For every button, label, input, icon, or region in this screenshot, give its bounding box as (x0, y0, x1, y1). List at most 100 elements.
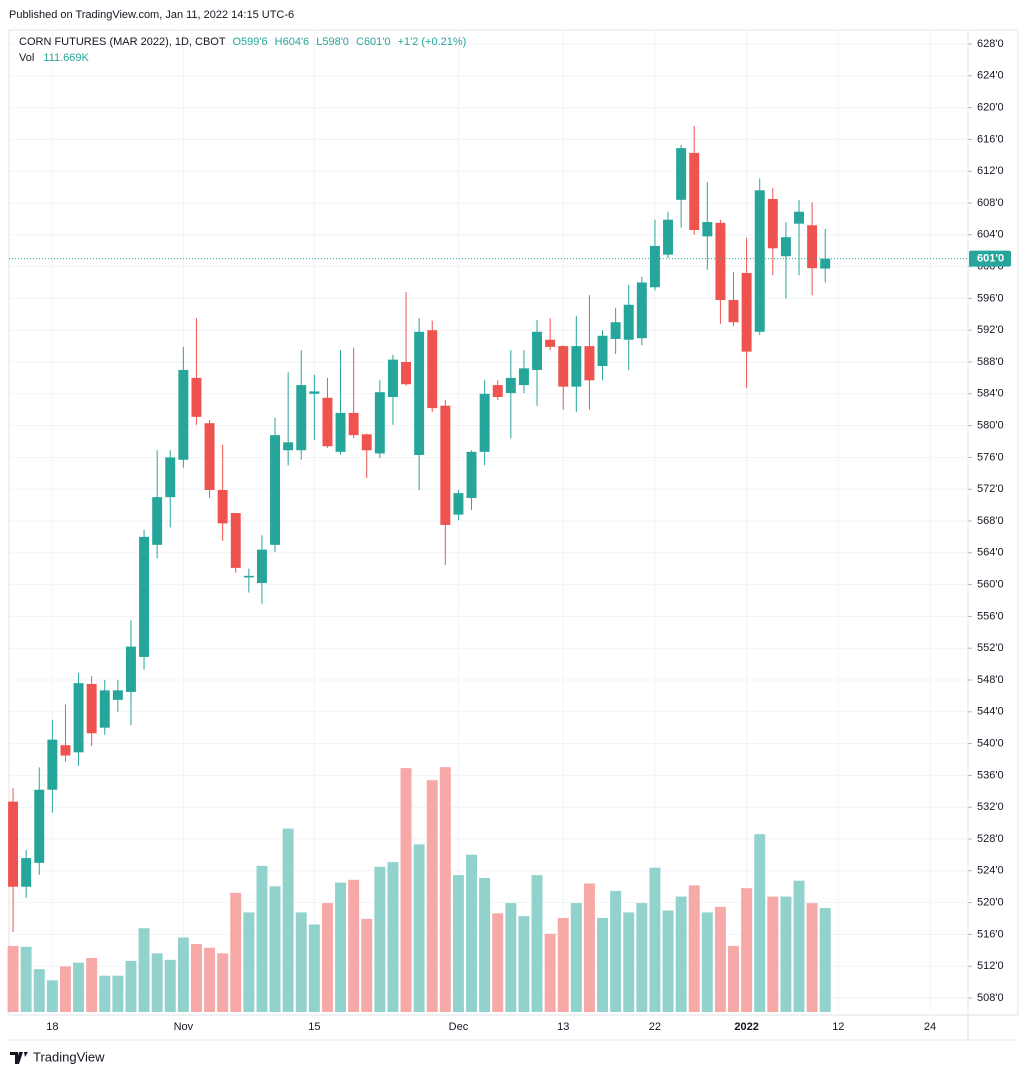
volume-bar (570, 903, 582, 1012)
volume-bar (217, 953, 229, 1012)
candle-body (139, 536, 150, 657)
candle-body (689, 152, 700, 231)
legend-change: +1'2 (+0.21%) (398, 36, 467, 48)
volume-bar (243, 912, 255, 1012)
legend-title: CORN FUTURES (MAR 2022), 1D, CBOT (19, 36, 226, 48)
y-tick-label: 616'0 (977, 133, 1004, 145)
y-tick-label: 624'0 (977, 70, 1004, 82)
volume-bar (675, 896, 687, 1012)
candle-body (649, 245, 660, 288)
candle-body (21, 858, 32, 887)
candle-body (754, 190, 765, 332)
candle-body (610, 322, 621, 339)
legend: CORN FUTURES (MAR 2022), 1D, CBOT O599'6… (19, 36, 466, 48)
candle-body (636, 282, 647, 339)
volume-bar (413, 844, 425, 1012)
chart-frame (8, 29, 1019, 1016)
volume-bar (190, 944, 202, 1012)
legend-close: C601'0 (356, 36, 391, 48)
y-tick-label: 596'0 (977, 292, 1004, 304)
volume-bar (295, 912, 307, 1012)
legend-open: O599'6 (232, 36, 267, 48)
y-tick-label: 560'0 (977, 579, 1004, 591)
y-tick-label: 520'0 (977, 897, 1004, 909)
candle-body (374, 392, 385, 454)
volume-bar (151, 953, 163, 1012)
candle-body (741, 272, 752, 352)
y-tick-label: 572'0 (977, 483, 1004, 495)
volume-bar (754, 834, 766, 1012)
candle-body (597, 335, 608, 366)
x-tick-label: 15 (308, 1021, 320, 1033)
volume-bar (387, 862, 399, 1012)
candle-body (794, 211, 804, 224)
volume-bar (177, 937, 189, 1012)
y-tick-label: 620'0 (977, 101, 1004, 113)
last-price-label: 601'0 (977, 253, 1004, 265)
candle-body (230, 513, 241, 568)
candle-body (152, 497, 163, 545)
candle-body (558, 346, 569, 387)
x-tick-label: 18 (46, 1021, 58, 1033)
candle-body (60, 745, 71, 756)
volume-legend: Vol 111.669K (19, 52, 89, 64)
candle-body (676, 148, 687, 200)
candle-body (492, 385, 503, 397)
volume-title: Vol (19, 52, 34, 64)
volume-bar (688, 885, 700, 1012)
volume-bar (505, 903, 517, 1012)
candle-body (73, 683, 84, 753)
volume-bar (204, 947, 216, 1012)
logo-icon (10, 1052, 28, 1064)
candle-body (86, 683, 97, 734)
candle-body (125, 646, 136, 692)
y-tick-label: 580'0 (977, 420, 1004, 432)
marks (7, 125, 831, 1012)
candle-body (387, 359, 398, 397)
last-price-badge (969, 250, 1011, 267)
volume-bar (610, 890, 622, 1012)
volume-bar (780, 896, 792, 1012)
volume-bar (544, 933, 556, 1012)
y-tick-label: 568'0 (977, 515, 1004, 527)
volume-bar (125, 960, 137, 1012)
volume-bar (557, 917, 569, 1012)
volume-bar (793, 880, 805, 1012)
volume-bar (348, 879, 360, 1012)
x-tick-label: 2022 (734, 1021, 758, 1033)
candle-body (571, 346, 582, 387)
y-tick-label: 532'0 (977, 801, 1004, 813)
candle-body (256, 549, 267, 584)
volume-bar (439, 767, 451, 1012)
y-tick-label: 540'0 (977, 738, 1004, 750)
candle-body (702, 222, 713, 237)
y-tick-label: 508'0 (977, 992, 1004, 1004)
volume-bar (361, 918, 373, 1012)
volume-bar (269, 886, 281, 1012)
volume-bar (374, 866, 386, 1012)
y-tick-label: 544'0 (977, 706, 1004, 718)
x-tick-label: 12 (832, 1021, 844, 1033)
candle-body (401, 361, 412, 385)
y-tick-label: 612'0 (977, 165, 1004, 177)
volume-bar (46, 980, 58, 1012)
volume-bar (597, 917, 609, 1012)
volume-bar (86, 958, 98, 1012)
candle-body (623, 304, 634, 340)
y-tick-label: 516'0 (977, 928, 1004, 940)
volume-bar (806, 903, 818, 1012)
candle-body (479, 393, 490, 452)
volume-bar (452, 875, 464, 1012)
candle-body (335, 412, 346, 452)
volume-bar (636, 903, 648, 1012)
candle-body (47, 739, 58, 790)
candle-body (466, 451, 477, 498)
y-tick-label: 604'0 (977, 229, 1004, 241)
y-tick-label: 512'0 (977, 960, 1004, 972)
candle-body (427, 330, 438, 409)
candle-body (545, 339, 556, 347)
candle-body (728, 299, 739, 323)
volume-bar (466, 854, 478, 1012)
y-tick-label: 564'0 (977, 547, 1004, 559)
candle-body (8, 801, 19, 887)
